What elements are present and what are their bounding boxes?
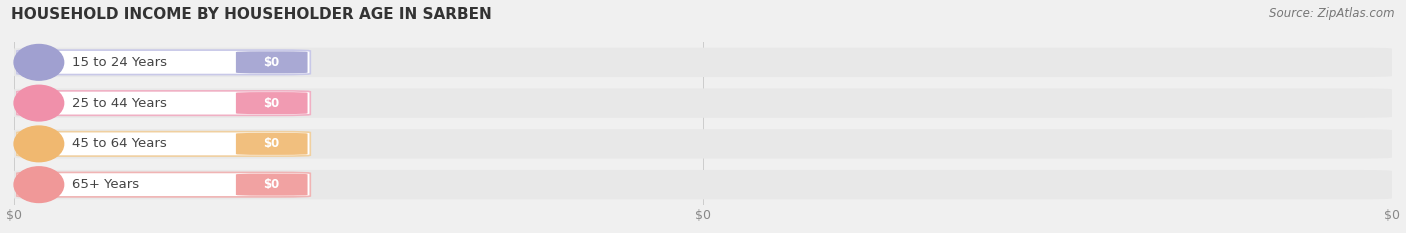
Text: 65+ Years: 65+ Years [72,178,139,191]
FancyBboxPatch shape [236,51,308,73]
FancyBboxPatch shape [14,170,1392,199]
Ellipse shape [14,45,63,80]
FancyBboxPatch shape [17,172,311,197]
Text: HOUSEHOLD INCOME BY HOUSEHOLDER AGE IN SARBEN: HOUSEHOLD INCOME BY HOUSEHOLDER AGE IN S… [11,7,492,22]
FancyBboxPatch shape [236,174,308,196]
FancyBboxPatch shape [14,129,1392,158]
Text: 25 to 44 Years: 25 to 44 Years [72,97,167,110]
FancyBboxPatch shape [236,92,308,114]
Text: 15 to 24 Years: 15 to 24 Years [72,56,167,69]
Text: $0: $0 [263,56,280,69]
Ellipse shape [14,85,63,121]
FancyBboxPatch shape [14,48,1392,77]
Text: $0: $0 [263,97,280,110]
Text: Source: ZipAtlas.com: Source: ZipAtlas.com [1270,7,1395,20]
Ellipse shape [14,167,63,202]
Text: $0: $0 [263,137,280,150]
FancyBboxPatch shape [14,88,1392,118]
Ellipse shape [14,126,63,162]
Text: 45 to 64 Years: 45 to 64 Years [72,137,167,150]
FancyBboxPatch shape [17,91,311,115]
FancyBboxPatch shape [236,133,308,155]
FancyBboxPatch shape [17,50,311,75]
Text: $0: $0 [263,178,280,191]
FancyBboxPatch shape [17,132,311,156]
